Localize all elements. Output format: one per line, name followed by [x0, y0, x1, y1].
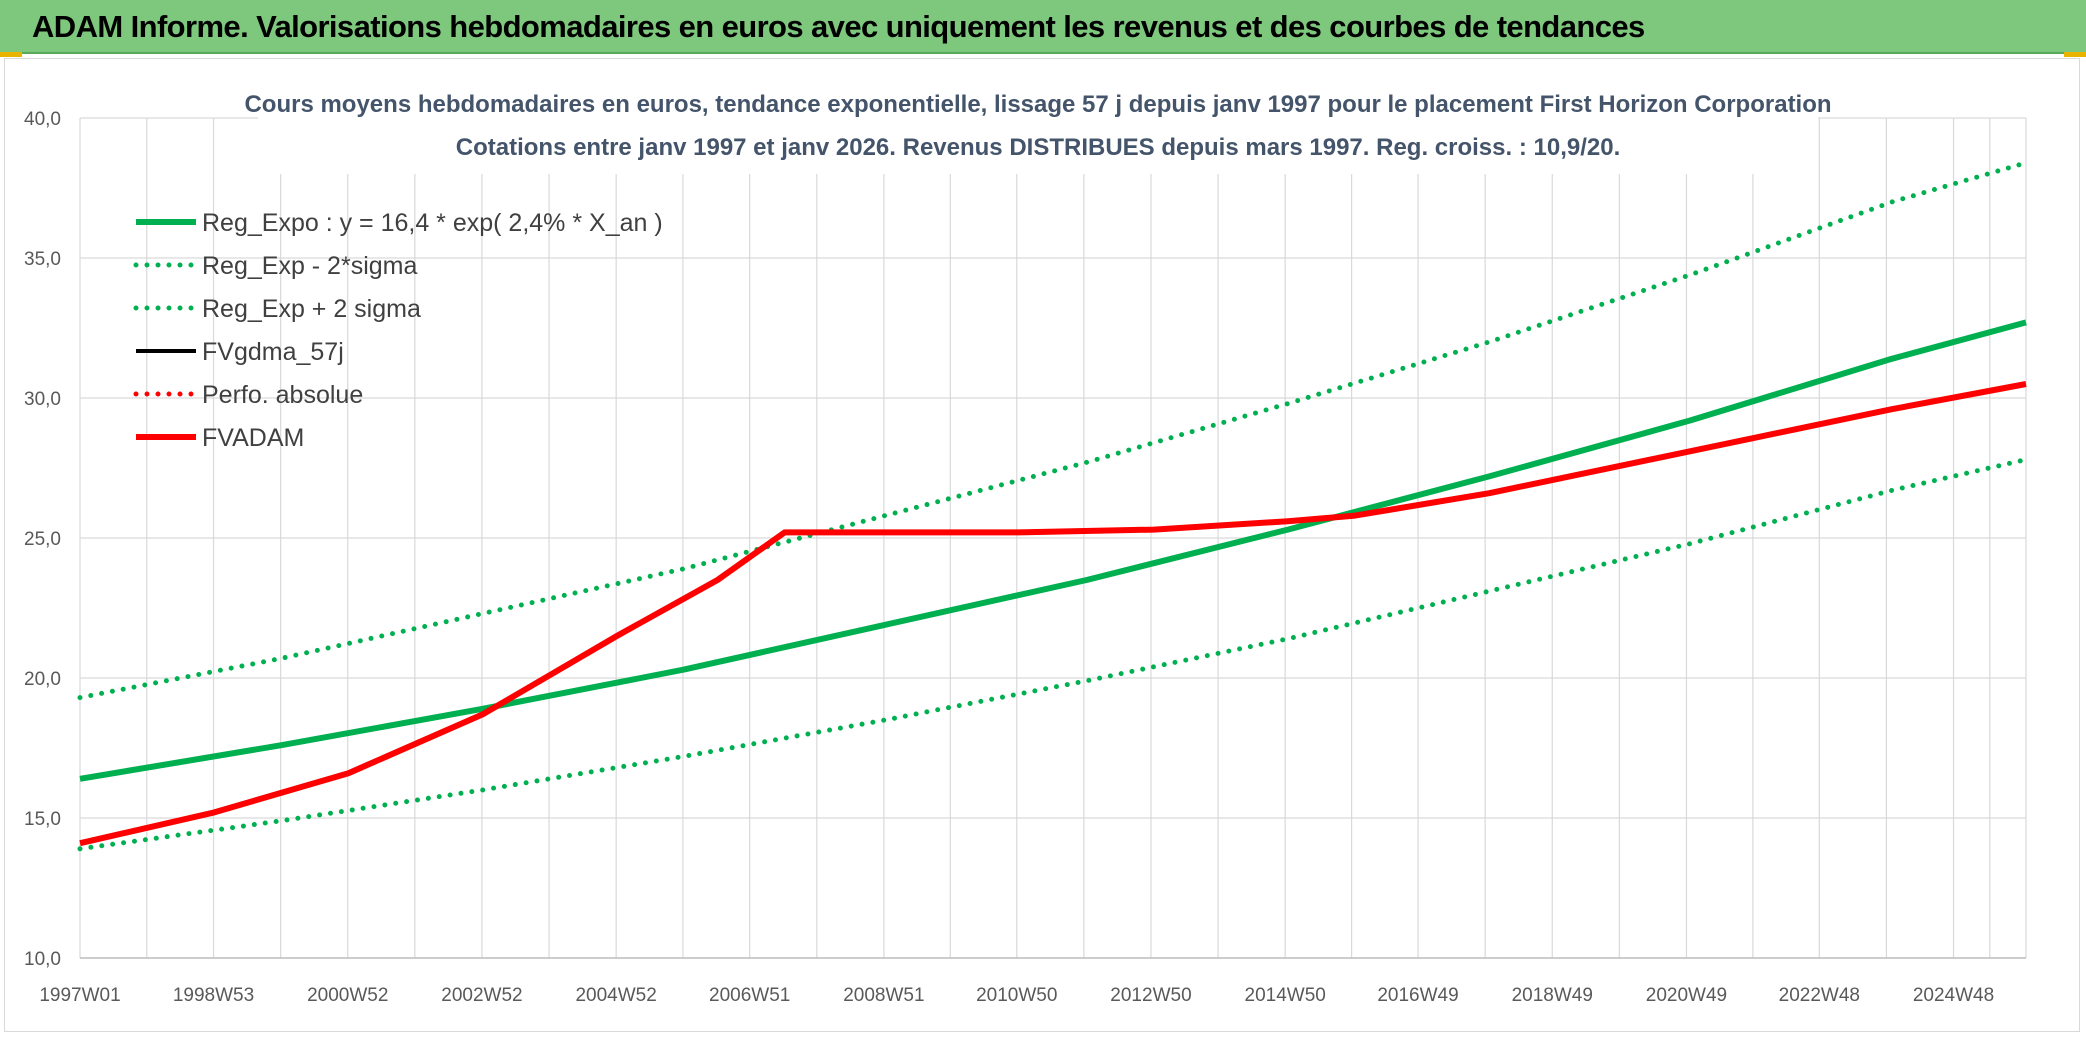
y-tick-label: 25,0 — [24, 529, 61, 550]
legend-label: Reg_Exp - 2*sigma — [202, 252, 417, 280]
series-layer — [77, 160, 2029, 852]
x-tick-label: 2000W52 — [307, 985, 388, 1006]
grid — [79, 117, 2027, 959]
x-tick-label: 2018W49 — [1512, 985, 1593, 1006]
y-tick-label: 10,0 — [24, 949, 61, 970]
chart-title: Cours moyens hebdomadaires en euros, ten… — [244, 91, 1831, 118]
y-tick-label: 40,0 — [24, 109, 61, 130]
x-tick-label: 2010W50 — [976, 985, 1057, 1006]
x-tick-label: 2002W52 — [441, 985, 522, 1006]
corner-marker-left — [0, 52, 22, 57]
x-tick-label: 2014W50 — [1245, 985, 1326, 1006]
legend-label: FVgdma_57j — [202, 338, 344, 366]
legend-label: Perfo. absolue — [202, 381, 363, 409]
x-tick-label: 2004W52 — [575, 985, 656, 1006]
page-title: ADAM Informe. Valorisations hebdomadaire… — [32, 9, 1645, 44]
series-line — [79, 381, 2027, 847]
legend-label: Reg_Expo : y = 16,4 * exp( 2,4% * X_an ) — [202, 209, 663, 237]
series-line — [79, 319, 2027, 782]
x-tick-label: 2020W49 — [1646, 985, 1727, 1006]
chart-subtitle: Cotations entre janv 1997 et janv 2026. … — [456, 134, 1621, 161]
x-tick-label: 2012W50 — [1110, 985, 1191, 1006]
axes: 10,0 15,0 20,0 25,0 30,0 35,0 40,0 1997W01 1998W… — [24, 109, 2026, 1006]
series-line — [77, 160, 2029, 701]
corner-marker-right — [2064, 52, 2086, 57]
y-tick-label: 35,0 — [24, 249, 61, 270]
x-tick-label: 2024W48 — [1913, 985, 1994, 1006]
chart-frame — [4, 58, 2080, 1032]
series-line — [77, 457, 2029, 852]
x-tick-label: 2016W49 — [1377, 985, 1458, 1006]
legend-label: FVADAM — [202, 424, 304, 452]
x-tick-label: 2022W48 — [1779, 985, 1860, 1006]
header-bar: ADAM Informe. Valorisations hebdomadaire… — [0, 0, 2086, 54]
chart-title-background — [258, 92, 1818, 174]
legend: Reg_Expo : y = 16,4 * exp( 2,4% * X_an )… — [133, 209, 663, 452]
y-tick-label: 15,0 — [24, 809, 61, 830]
legend-label: Reg_Exp + 2 sigma — [202, 295, 421, 323]
y-tick-label: 30,0 — [24, 389, 61, 410]
x-tick-label: 1997W01 — [39, 985, 120, 1006]
x-tick-label: 1998W53 — [173, 985, 254, 1006]
y-tick-label: 20,0 — [24, 669, 61, 690]
x-tick-label: 2006W51 — [709, 985, 790, 1006]
x-tick-label: 2008W51 — [843, 985, 924, 1006]
